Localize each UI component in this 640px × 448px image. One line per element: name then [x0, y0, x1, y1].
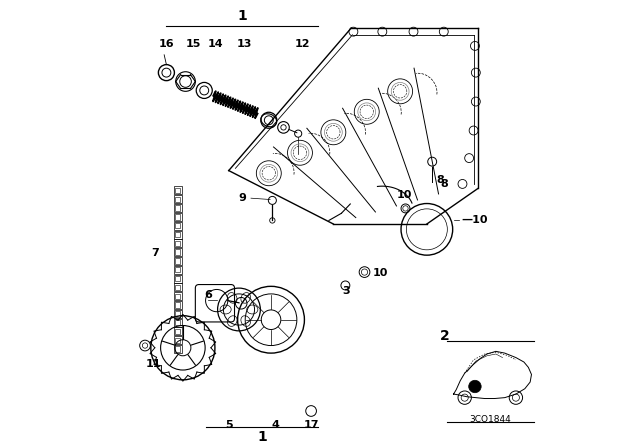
- Text: —10: —10: [461, 215, 488, 225]
- Bar: [175, 338, 180, 343]
- Bar: [175, 320, 180, 325]
- Bar: [175, 258, 180, 263]
- Text: 10: 10: [397, 190, 412, 200]
- Circle shape: [468, 380, 481, 393]
- Bar: [175, 311, 180, 317]
- Bar: [175, 267, 180, 272]
- Bar: [173, 275, 182, 283]
- Bar: [175, 241, 180, 246]
- Text: 8: 8: [440, 179, 448, 189]
- Bar: [173, 336, 182, 345]
- Text: 14: 14: [207, 39, 223, 49]
- Bar: [173, 266, 182, 274]
- Bar: [175, 346, 180, 352]
- Bar: [175, 302, 180, 308]
- Text: 16: 16: [159, 39, 174, 49]
- Bar: [173, 284, 182, 291]
- Bar: [173, 292, 182, 300]
- Bar: [173, 319, 182, 327]
- Bar: [175, 188, 180, 193]
- Text: 6: 6: [204, 290, 212, 300]
- Bar: [175, 197, 180, 202]
- Bar: [173, 257, 182, 265]
- Bar: [175, 232, 180, 237]
- Bar: [173, 222, 182, 230]
- Bar: [175, 250, 180, 255]
- Bar: [173, 213, 182, 221]
- Bar: [173, 231, 182, 238]
- Bar: [175, 329, 180, 334]
- Bar: [175, 214, 180, 220]
- Text: 12: 12: [294, 39, 310, 49]
- Bar: [173, 186, 182, 194]
- Text: 15: 15: [186, 39, 201, 49]
- Bar: [175, 293, 180, 299]
- Text: 7: 7: [151, 248, 159, 258]
- Text: 13: 13: [237, 39, 252, 49]
- Text: 8: 8: [436, 175, 444, 185]
- Bar: [175, 223, 180, 228]
- Bar: [173, 345, 182, 353]
- Bar: [173, 204, 182, 212]
- Bar: [175, 276, 180, 281]
- Bar: [173, 310, 182, 318]
- Bar: [173, 239, 182, 247]
- Bar: [175, 285, 180, 290]
- Text: 3CO1844: 3CO1844: [469, 415, 511, 424]
- Text: 5: 5: [225, 420, 232, 430]
- Bar: [173, 248, 182, 256]
- Bar: [173, 301, 182, 309]
- Text: 3: 3: [342, 286, 349, 296]
- Text: 10: 10: [372, 268, 388, 278]
- Bar: [173, 327, 182, 336]
- Text: 4: 4: [271, 420, 280, 430]
- Text: 11: 11: [145, 359, 161, 369]
- Text: 2: 2: [440, 329, 450, 343]
- Bar: [173, 195, 182, 203]
- Text: 9: 9: [239, 193, 246, 203]
- Text: 17: 17: [303, 420, 319, 430]
- Text: 1: 1: [237, 9, 247, 23]
- Text: 1: 1: [257, 430, 267, 444]
- FancyBboxPatch shape: [195, 284, 234, 322]
- Bar: [175, 205, 180, 211]
